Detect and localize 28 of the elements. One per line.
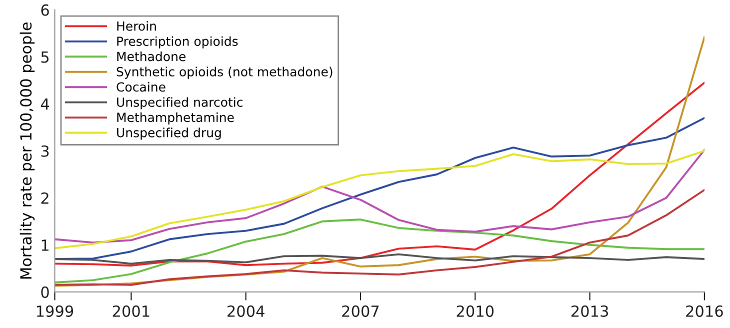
legend-label: Unspecified drug — [117, 128, 221, 140]
y-tick-label: 6 — [41, 4, 49, 16]
x-tick-label: 2010 — [456, 305, 494, 317]
x-tick-label: 2007 — [342, 305, 379, 317]
line-series — [54, 36, 704, 287]
line-series — [54, 253, 704, 265]
y-tick-label: 0 — [41, 286, 49, 298]
line-series — [54, 82, 704, 267]
legend-label: Cocaine — [116, 82, 166, 92]
x-tick-label: 1999 — [36, 305, 74, 317]
y-tick-label: 5 — [41, 52, 49, 63]
x-tick-label: 2016 — [686, 305, 723, 317]
legend-label: Methadone — [117, 52, 186, 62]
y-axis-title: Mortality rate per 100,000 people — [20, 22, 35, 279]
line-series — [54, 188, 704, 286]
y-tick-label: 1 — [42, 240, 48, 251]
x-tick-label: 2001 — [112, 305, 150, 317]
legend-label: Methamphetamine — [117, 112, 234, 125]
y-tick-label: 3 — [41, 145, 49, 157]
x-tick-label: 2013 — [571, 305, 608, 317]
legend-label: Prescription opioids — [117, 36, 238, 48]
y-tick-label: 2 — [41, 192, 48, 204]
legend-label: Heroin — [117, 21, 156, 31]
x-tick-label: 2004 — [228, 305, 264, 317]
y-tick-label: 4 — [40, 98, 50, 110]
line-series — [54, 218, 704, 284]
legend-label: Unspecified narcotic — [117, 97, 242, 110]
legend-label: Synthetic opioids (not methadone) — [116, 66, 332, 79]
